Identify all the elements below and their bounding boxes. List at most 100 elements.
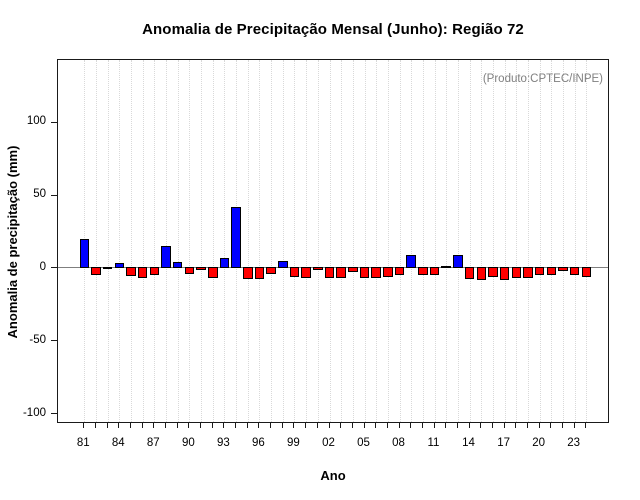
bar-2021 xyxy=(546,267,556,276)
bar-1991 xyxy=(196,267,206,271)
bar-1992 xyxy=(208,267,218,278)
bar-1996 xyxy=(254,267,265,279)
bar-1993 xyxy=(219,258,230,269)
x-tick-2017 xyxy=(503,423,505,428)
x-tick-2008 xyxy=(398,423,400,428)
y-tick-100 xyxy=(51,121,57,123)
gridline-2017 xyxy=(504,60,506,422)
x-tick-2013 xyxy=(456,423,458,428)
x-tick-2018 xyxy=(515,423,517,428)
bar-2002 xyxy=(324,267,335,278)
gridline-2010 xyxy=(422,60,424,422)
x-tick-1985 xyxy=(130,423,131,428)
gridline-2000 xyxy=(306,60,308,422)
x-tick-1986 xyxy=(141,423,143,428)
product-annotation: (Produto:CPTEC/INPE) xyxy=(482,73,603,85)
bar-2012 xyxy=(441,266,451,269)
gridline-2020 xyxy=(539,60,541,422)
gridline-1999 xyxy=(294,60,296,422)
x-tick-label-1993: 93 xyxy=(216,437,230,449)
bar-2022 xyxy=(558,267,568,271)
gridline-2018 xyxy=(516,60,518,422)
plot-area: (Produto:CPTEC/INPE) xyxy=(57,59,609,423)
gridline-2008 xyxy=(399,60,401,422)
bar-2005 xyxy=(359,267,370,279)
bar-1989 xyxy=(172,261,183,269)
x-tick-2004 xyxy=(351,423,353,428)
gridline-2015 xyxy=(481,60,483,422)
gridline-1996 xyxy=(259,60,261,422)
bar-2018 xyxy=(511,267,521,279)
bar-1997 xyxy=(266,267,276,274)
bar-2015 xyxy=(476,267,486,281)
x-tick-2006 xyxy=(375,423,377,428)
x-tick-1993 xyxy=(223,423,225,428)
bar-2013 xyxy=(453,255,463,269)
y-tick-label--50: -50 xyxy=(29,333,46,346)
gridline-2001 xyxy=(317,60,319,422)
y-tick-0 xyxy=(51,267,57,269)
bar-2004 xyxy=(348,267,358,273)
bar-1995 xyxy=(243,267,253,279)
gridline-2012 xyxy=(446,60,448,422)
gridline-1997 xyxy=(271,60,273,422)
x-tick-label-2017: 17 xyxy=(497,437,510,449)
x-tick-1999 xyxy=(293,423,295,428)
bar-1985 xyxy=(126,267,136,277)
gridline-1995 xyxy=(247,60,249,422)
x-tick-1996 xyxy=(258,423,260,428)
x-tick-label-2002: 02 xyxy=(322,437,335,449)
bar-1982 xyxy=(91,267,101,276)
y-tick--100 xyxy=(51,413,57,414)
x-tick-1994 xyxy=(235,423,237,428)
gridline-2021 xyxy=(551,60,553,422)
x-tick-2007 xyxy=(386,423,388,428)
x-tick-2014 xyxy=(468,423,470,428)
x-tick-2021 xyxy=(550,423,552,428)
x-tick-label-1996: 96 xyxy=(251,437,265,449)
x-tick-2009 xyxy=(410,423,412,428)
bar-1994 xyxy=(231,207,241,269)
y-tick-label-0: 0 xyxy=(39,260,46,273)
x-tick-2012 xyxy=(445,423,447,428)
x-tick-label-2005: 05 xyxy=(357,437,370,449)
x-tick-1995 xyxy=(246,423,248,428)
bar-2017 xyxy=(499,267,510,281)
x-tick-2019 xyxy=(526,423,528,428)
x-tick-1983 xyxy=(106,423,108,428)
x-tick-label-2020: 20 xyxy=(532,437,545,449)
gridline-1983 xyxy=(107,60,109,422)
bar-2000 xyxy=(301,267,311,279)
gridline-1984 xyxy=(119,60,121,422)
gridline-1998 xyxy=(282,60,284,422)
x-tick-1998 xyxy=(281,423,283,428)
gridline-1993 xyxy=(224,60,226,422)
x-tick-1990 xyxy=(188,423,190,428)
bar-2019 xyxy=(523,267,533,278)
x-tick-2003 xyxy=(340,423,342,428)
x-tick-2020 xyxy=(538,423,540,428)
x-tick-2015 xyxy=(480,423,482,428)
x-tick-2024 xyxy=(585,423,587,428)
gridline-2006 xyxy=(376,60,378,422)
bar-2001 xyxy=(313,267,323,270)
x-tick-label-2014: 14 xyxy=(462,437,475,449)
x-tick-1991 xyxy=(200,423,201,428)
gridline-2024 xyxy=(586,60,588,422)
x-tick-1992 xyxy=(211,423,213,428)
x-tick-2016 xyxy=(491,423,493,428)
gridline-1982 xyxy=(96,60,97,422)
bar-2020 xyxy=(534,267,545,276)
x-tick-label-1987: 87 xyxy=(146,437,160,449)
x-tick-2010 xyxy=(421,423,423,428)
gridline-2016 xyxy=(492,60,494,422)
bar-1983 xyxy=(102,267,113,270)
bar-1986 xyxy=(137,267,148,278)
x-tick-1981 xyxy=(83,423,85,428)
gridline-2019 xyxy=(527,60,529,422)
x-tick-1989 xyxy=(176,423,178,428)
gridline-2014 xyxy=(469,60,471,422)
y-axis-label: Anomalia de precipitação (mm) xyxy=(5,145,20,339)
x-tick-1997 xyxy=(270,423,272,428)
x-tick-2001 xyxy=(316,423,318,428)
